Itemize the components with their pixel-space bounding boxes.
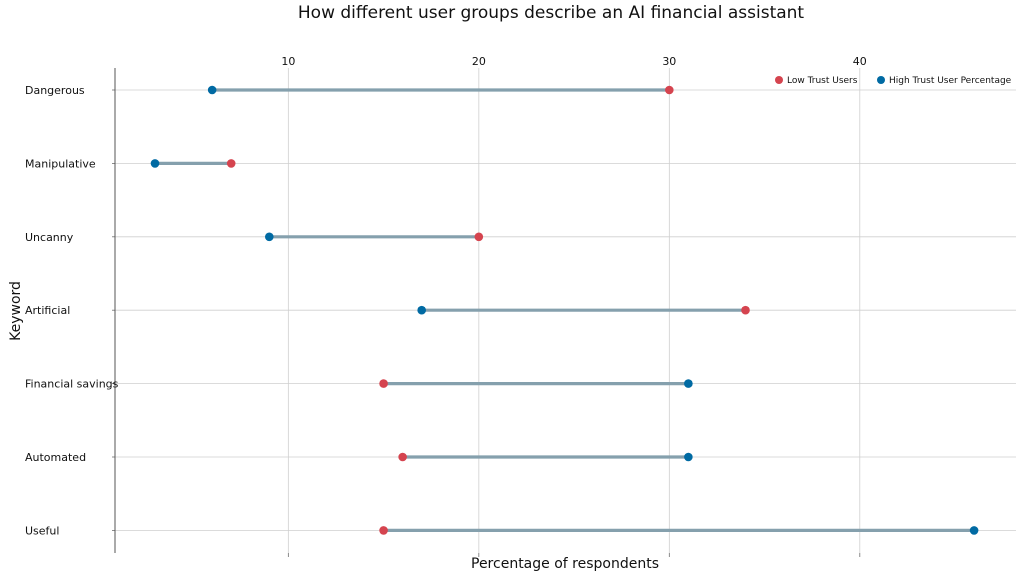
y-axis-title: Keyword	[8, 281, 24, 341]
high-trust-point	[150, 159, 160, 168]
low-trust-point	[741, 305, 750, 315]
x-tick-label: 10	[281, 55, 295, 68]
axes	[112, 68, 861, 557]
high-trust-point	[969, 526, 979, 535]
legend-marker-low-trust	[775, 76, 783, 84]
low-trust-point	[379, 526, 388, 535]
x-axis-title: Percentage of respondents	[471, 556, 659, 572]
legend-label-high-trust: High Trust User Percentage	[889, 76, 1012, 86]
high-trust-point	[207, 85, 217, 95]
high-trust-point	[417, 305, 426, 315]
y-category-label: Automated	[25, 451, 86, 464]
y-category-label: Dangerous	[25, 84, 85, 97]
low-trust-point	[398, 452, 407, 462]
low-trust-point	[474, 232, 484, 242]
chart-title: How different user groups describe an AI…	[298, 3, 805, 23]
low-trust-point	[226, 159, 236, 168]
x-tick-label: 30	[662, 55, 676, 68]
y-category-label: Artificial	[25, 304, 70, 317]
y-category-label: Useful	[25, 524, 59, 537]
low-trust-point	[665, 85, 674, 95]
y-category-label: Manipulative	[25, 157, 96, 170]
data-points	[150, 85, 979, 535]
high-trust-point	[684, 452, 693, 462]
legend-marker-high-trust	[877, 76, 885, 84]
high-trust-point	[264, 232, 274, 242]
labels: 10 20 30 40 Dangerous Manipulative Uncanny Arti…	[25, 55, 867, 537]
low-trust-point	[379, 379, 388, 388]
connectors	[153, 88, 976, 533]
legend-label-low-trust: Low Trust Users	[787, 76, 858, 86]
y-category-label: Uncanny	[25, 231, 74, 244]
x-tick-label: 20	[472, 55, 486, 68]
high-trust-point	[684, 379, 693, 388]
x-tick-label: 40	[853, 55, 867, 68]
chart-legend: Low Trust Users High Trust User Percenta…	[775, 76, 1012, 86]
y-category-label: Financial savings	[25, 378, 119, 391]
